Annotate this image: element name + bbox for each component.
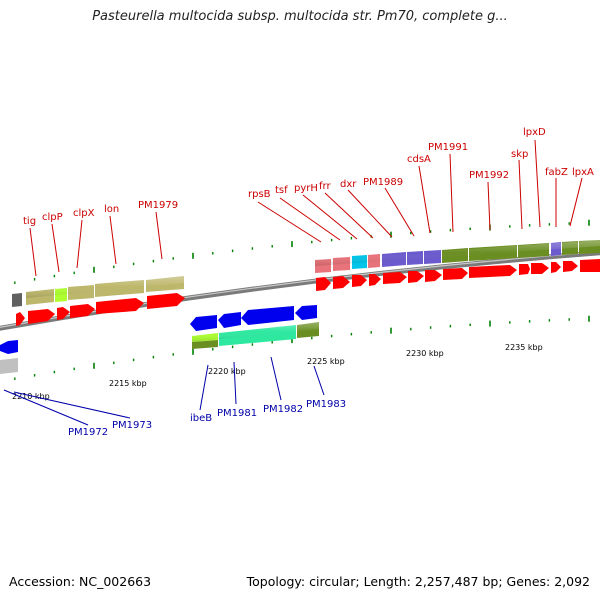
- cds-arrow[interactable]: [443, 268, 468, 280]
- cds-arrow[interactable]: [580, 259, 600, 272]
- cds-arrow[interactable]: [16, 312, 25, 326]
- gene-label-lon[interactable]: lon: [104, 204, 119, 215]
- gene-label-PM1979[interactable]: PM1979: [138, 200, 178, 211]
- feature-gloss: [26, 240, 600, 342]
- cds-arrow[interactable]: [316, 277, 331, 291]
- cds-arrow[interactable]: [190, 315, 217, 331]
- cog-box[interactable]: [192, 340, 218, 349]
- kbp-label: 2230 kbp: [406, 349, 444, 358]
- accession-text: Accession: NC_002663: [9, 574, 152, 589]
- cds-arrow[interactable]: [369, 274, 381, 286]
- gene-label-PM1983[interactable]: PM1983: [306, 399, 346, 410]
- map-title: Pasteurella multocida subsp. multocida s…: [92, 9, 508, 24]
- gene-label-lpxA[interactable]: lpxA: [572, 167, 594, 178]
- gene-label-fabZ[interactable]: fabZ: [545, 167, 568, 178]
- gene-label-PM1992[interactable]: PM1992: [469, 170, 509, 181]
- cds-arrow[interactable]: [531, 263, 549, 274]
- cds-arrow[interactable]: [563, 261, 578, 272]
- inner-tick-marks: [14, 315, 590, 380]
- cds-arrow[interactable]: [352, 275, 367, 287]
- cds-arrow[interactable]: [383, 272, 407, 284]
- kbp-label: 2220 kbp: [208, 367, 246, 376]
- gene-label-dxr[interactable]: dxr: [340, 179, 357, 190]
- reverse-gene-labels: PM1972 PM1973 ibeB PM1981 PM1982 PM1983: [3, 356, 346, 438]
- gene-label-frr[interactable]: frr: [319, 181, 331, 192]
- cds-arrow[interactable]: [70, 304, 95, 318]
- cds-arrow[interactable]: [0, 340, 18, 354]
- gene-label-clpP[interactable]: clpP: [42, 212, 63, 223]
- gene-label-rpsB[interactable]: rpsB: [248, 189, 271, 200]
- cds-arrow[interactable]: [57, 307, 70, 320]
- cog-box[interactable]: [12, 293, 22, 307]
- gene-label-tig[interactable]: tig: [23, 216, 36, 227]
- gene-label-PM1991[interactable]: PM1991: [428, 142, 468, 153]
- cds-arrow[interactable]: [218, 312, 241, 328]
- cds-arrow[interactable]: [408, 271, 424, 283]
- outer-tick-marks: [14, 219, 590, 284]
- gene-label-PM1973[interactable]: PM1973: [112, 420, 152, 431]
- gene-label-PM1989[interactable]: PM1989: [363, 177, 403, 188]
- cds-arrow[interactable]: [425, 270, 442, 282]
- kbp-labels: 2210 kbp 2215 kbp 2220 kbp 2225 kbp 2230…: [12, 343, 543, 401]
- forward-gene-labels: tig clpP clpX lon PM1979 rpsB tsf pyrH f…: [23, 127, 594, 277]
- gene-label-pyrH[interactable]: pyrH: [294, 183, 318, 194]
- cds-arrow[interactable]: [551, 262, 561, 273]
- cds-arrow[interactable]: [333, 276, 350, 289]
- cds-arrow[interactable]: [241, 306, 294, 325]
- cds-arrow[interactable]: [96, 298, 144, 314]
- cds-arrow[interactable]: [147, 293, 185, 309]
- gene-label-lpxD[interactable]: lpxD: [523, 127, 546, 138]
- kbp-label: 2235 kbp: [505, 343, 543, 352]
- cog-box[interactable]: [0, 358, 18, 374]
- gene-label-PM1981[interactable]: PM1981: [217, 408, 257, 419]
- cds-arrow[interactable]: [295, 305, 317, 320]
- cds-arrow[interactable]: [28, 309, 55, 324]
- gene-label-skp[interactable]: skp: [511, 149, 528, 160]
- gene-label-PM1972[interactable]: PM1972: [68, 427, 108, 438]
- reverse-feature-group-far-left: [0, 340, 18, 374]
- kbp-label: 2215 kbp: [109, 379, 147, 388]
- topology-text: Topology: circular; Length: 2,257,487 bp…: [246, 574, 590, 589]
- cds-arrow[interactable]: [469, 265, 517, 278]
- gene-label-cdsA[interactable]: cdsA: [407, 154, 431, 165]
- gene-label-ibeB[interactable]: ibeB: [190, 413, 212, 424]
- cds-arrow[interactable]: [519, 264, 530, 275]
- gene-label-tsf[interactable]: tsf: [275, 185, 288, 196]
- kbp-label: 2225 kbp: [307, 357, 345, 366]
- gene-label-clpX[interactable]: clpX: [73, 208, 95, 219]
- gene-label-PM1982[interactable]: PM1982: [263, 404, 303, 415]
- kbp-label: 2210 kbp: [12, 392, 50, 401]
